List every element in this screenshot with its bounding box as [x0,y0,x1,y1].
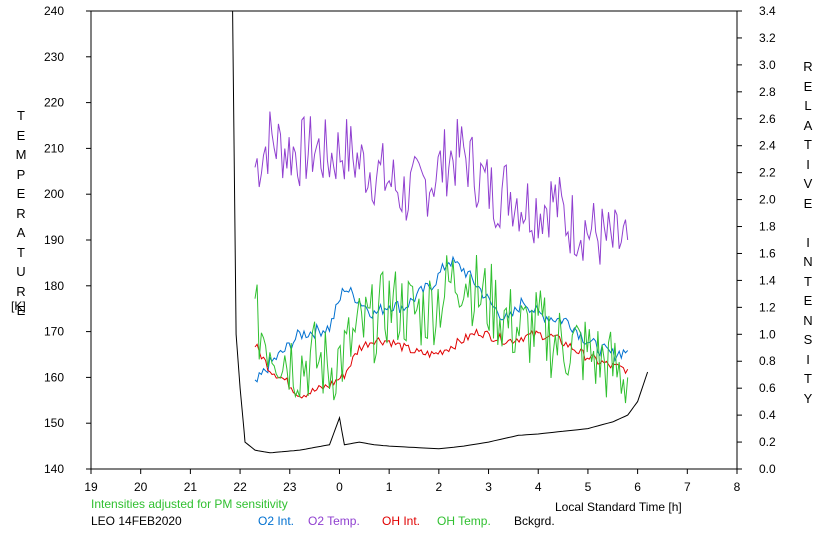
axis-label-letter: N [803,254,813,269]
right-tick-label: 2.0 [759,193,776,207]
legend-o2-int: O2 Int. [258,514,295,528]
x-tick-label: 5 [585,480,592,494]
axis-label-letter: I [806,234,810,250]
axis-label-letter: N [803,312,813,328]
left-axis-unit: [K] [11,299,26,313]
series-bckgrd-line [232,10,649,454]
legend-oh-temp: OH Temp. [437,514,491,528]
axis-label-letter: T [804,371,812,386]
right-tick-label: 1.8 [759,220,776,234]
axis-label-letter: I [806,351,810,367]
right-tick-label: 1.2 [759,300,776,314]
left-tick-label: 160 [44,370,64,384]
right-tick-label: 3.4 [759,4,776,18]
left-tick-label: 220 [44,96,64,110]
axis-label-letter: R [16,205,26,221]
x-tick-label: 20 [134,480,148,494]
axis-label-letter: E [16,127,26,143]
right-axis: 0.0 0.2 0.4 0.6 0.8 1.0 1.2 1.4 1.6 1.8 2.0 2.2 2.4 2… [737,4,776,476]
series-oh-int-line [254,328,629,399]
x-tick-label: 6 [634,480,641,494]
left-tick-label: 190 [44,233,64,247]
x-tick-label: 1 [386,480,393,494]
right-tick-label: 0.2 [759,435,776,449]
left-tick-label: 180 [44,279,64,293]
left-tick-label: 150 [44,416,64,430]
axis-label-letter: I [806,156,810,172]
x-tick-label: 8 [734,480,741,494]
series-layer [232,10,649,454]
right-tick-label: 0.8 [759,354,776,368]
right-tick-label: 2.6 [759,112,776,126]
x-tick-label: 21 [184,480,198,494]
right-tick-label: 2.4 [759,139,776,153]
x-tick-label: 23 [283,480,297,494]
axis-label-letter: E [16,186,26,201]
left-axis: 140 150 160 170 180 190 200 210 220 230 240 [44,4,91,476]
right-tick-label: 2.8 [759,85,776,99]
plot-frame [90,10,738,470]
axis-label-letter: M [15,147,27,162]
series-o2-int-line [254,255,629,383]
legend-oh-int: OH Int. [382,514,421,528]
x-tick-label: 22 [233,480,247,494]
x-tick-label: 4 [535,480,542,494]
axis-label-letter: R [803,59,813,74]
axis-label-letter: A [803,117,813,133]
x-tick-label: 7 [684,480,691,494]
axis-label-letter: S [803,332,813,347]
axis-label-letter: T [804,273,812,289]
axis-label-letter: U [16,264,26,279]
axis-label-letter: E [803,293,813,308]
x-tick-label: 3 [485,480,492,494]
right-tick-label: 3.0 [759,58,776,72]
axis-label-letter: A [16,225,26,240]
right-tick-label: 0.0 [759,462,776,476]
legend-bckgrd: Bckgrd. [514,514,555,528]
axis-label-letter: E [16,303,26,318]
axis-label-letter: T [17,108,25,123]
axis-label-letter: V [803,176,813,191]
pm-sensitivity-note: Intensities adjusted for PM sensitivity [91,497,288,511]
axis-label-letter: Y [803,390,813,406]
x-tick-label: 2 [436,480,443,494]
x-tick-label: 0 [336,480,343,494]
axis-label-letter [801,213,815,233]
axis-label-letter: P [16,166,26,182]
series-oh-temp-line [254,254,629,404]
left-tick-label: 210 [44,141,64,155]
axis-label-letter: R [16,283,26,299]
right-tick-label: 2.2 [759,166,776,180]
left-tick-label: 200 [44,187,64,201]
legend-o2-temp: O2 Temp. [308,514,360,528]
left-tick-label: 230 [44,50,64,64]
series-o2-temp-line [254,111,629,265]
right-tick-label: 0.6 [759,381,776,395]
axis-label-letter: L [804,98,812,113]
left-tick-label: 170 [44,325,64,339]
station-date-label: LEO 14FEB2020 [91,514,182,528]
right-tick-label: 1.0 [759,327,776,341]
right-tick-label: 3.2 [759,31,776,45]
axis-label-letter: E [803,78,813,94]
right-tick-label: 1.4 [759,273,776,287]
right-tick-label: 0.4 [759,408,776,422]
axis-label-letter: T [804,137,812,152]
right-tick-label: 1.6 [759,246,776,260]
axis-label-letter: E [803,195,813,211]
axis-label-letter: T [17,244,25,260]
left-tick-label: 140 [44,462,64,476]
x-axis-label: Local Standard Time [h] [555,500,682,514]
left-tick-label: 240 [44,4,64,18]
x-tick-label: 19 [84,480,98,494]
x-axis: 19 20 21 22 23 0 1 2 3 4 5 6 7 8 [84,469,741,494]
